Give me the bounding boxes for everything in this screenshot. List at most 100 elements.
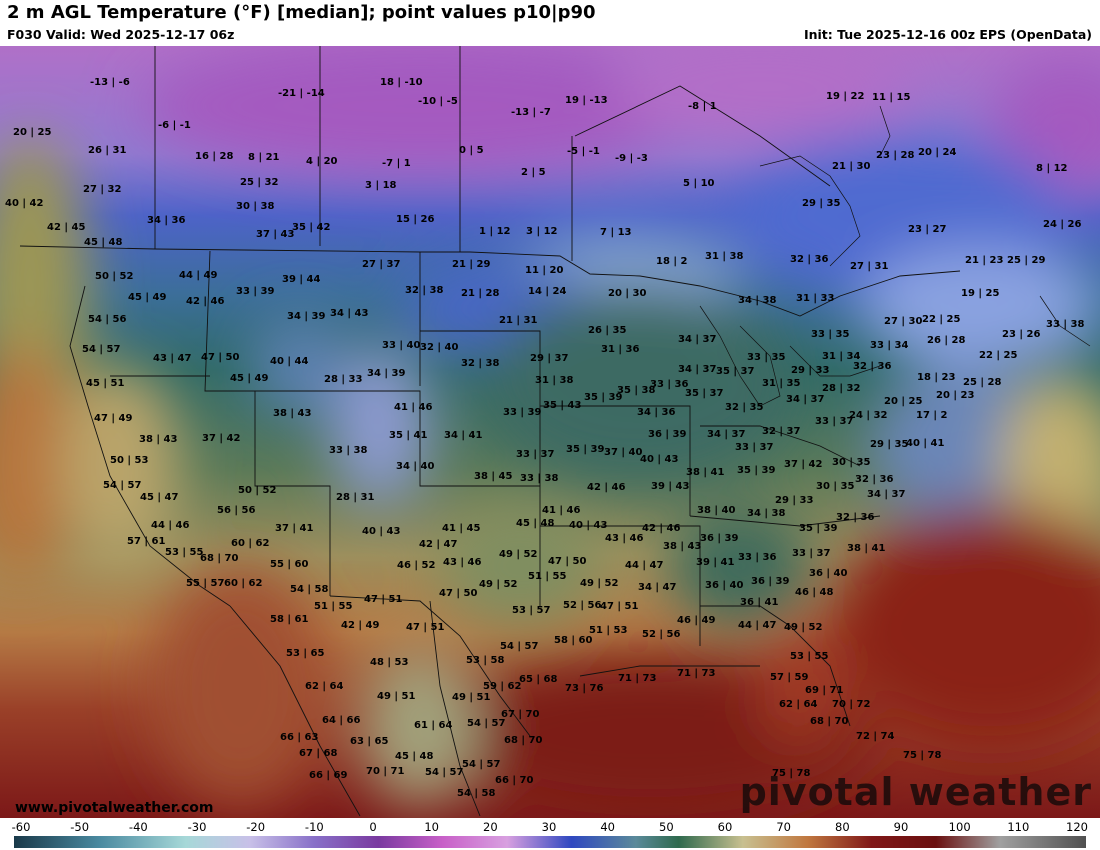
point-value: 27 | 32 (83, 184, 122, 195)
point-value: 34 | 37 (707, 429, 746, 440)
point-value: 27 | 30 (884, 316, 923, 327)
point-value: 51 | 55 (314, 601, 353, 612)
point-value: 34 | 39 (287, 311, 326, 322)
point-value: -9 | -3 (615, 153, 648, 164)
point-value: 21 | 30 (832, 161, 871, 172)
point-value: 37 | 42 (784, 459, 823, 470)
point-value: -13 | -7 (511, 107, 551, 118)
point-value: 49 | 51 (452, 692, 491, 703)
point-value: 4 | 20 (306, 156, 338, 167)
point-value: 46 | 48 (795, 587, 834, 598)
point-value: 31 | 38 (535, 375, 574, 386)
point-value: 18 | -10 (380, 77, 423, 88)
point-value: 24 | 26 (1043, 219, 1082, 230)
brand-logo: pivotal weather (739, 770, 1092, 814)
point-value: 19 | -13 (565, 95, 608, 106)
point-value: 22 | 25 (922, 314, 961, 325)
point-value: 33 | 38 (1046, 319, 1085, 330)
point-value: 44 | 47 (625, 560, 664, 571)
point-value: 45 | 47 (140, 492, 179, 503)
point-value: 60 | 62 (231, 538, 270, 549)
point-value: 31 | 34 (822, 351, 861, 362)
point-value: 70 | 71 (366, 766, 405, 777)
point-value: 23 | 28 (876, 150, 915, 161)
point-value: 32 | 36 (853, 361, 892, 372)
point-value: 22 | 25 (979, 350, 1018, 361)
point-value: 20 | 24 (918, 147, 957, 158)
point-value: -8 | 1 (688, 101, 717, 112)
point-value: 43 | 46 (605, 533, 644, 544)
point-value: 39 | 41 (696, 557, 735, 568)
point-value: 36 | 39 (648, 429, 687, 440)
point-value: 54 | 57 (82, 344, 121, 355)
point-value: 47 | 50 (201, 352, 240, 363)
point-value: 54 | 56 (88, 314, 127, 325)
point-value: 38 | 43 (663, 541, 702, 552)
valid-time: F030 Valid: Wed 2025-12-17 06z (7, 27, 235, 42)
point-value: 49 | 52 (499, 549, 538, 560)
point-value: -5 | -1 (567, 146, 600, 157)
point-value: 38 | 41 (686, 467, 725, 478)
point-value: 26 | 31 (88, 145, 127, 156)
point-value: 40 | 44 (270, 356, 309, 367)
colorbar-tick: 110 (1007, 820, 1030, 834)
point-value: 37 | 40 (604, 447, 643, 458)
point-value: 45 | 48 (395, 751, 434, 762)
point-value: 33 | 40 (382, 340, 421, 351)
point-value: 32 | 36 (836, 512, 875, 523)
temperature-map[interactable] (0, 46, 1100, 818)
point-value: 29 | 37 (530, 353, 569, 364)
point-value: 35 | 43 (543, 400, 582, 411)
point-value: 37 | 43 (256, 229, 295, 240)
point-value: 37 | 42 (202, 433, 241, 444)
point-value: 47 | 51 (600, 601, 639, 612)
point-value: 65 | 68 (519, 674, 558, 685)
point-value: 47 | 50 (439, 588, 478, 599)
point-value: 75 | 78 (903, 750, 942, 761)
colorbar: -60 -50 -40 -30 -20 -10 0 10 20 30 40 50 60 70 80 90 100… (0, 818, 1100, 850)
colorbar-tick: 100 (948, 820, 971, 834)
point-value: 33 | 37 (735, 442, 774, 453)
point-value: 24 | 32 (849, 410, 888, 421)
point-value: 46 | 52 (397, 560, 436, 571)
point-value: 75 | 78 (772, 768, 811, 779)
point-value: 69 | 71 (805, 685, 844, 696)
point-value: 34 | 43 (330, 308, 369, 319)
point-value: 42 | 46 (186, 296, 225, 307)
point-value: 2 | 5 (521, 167, 546, 178)
point-value: 54 | 57 (103, 480, 142, 491)
point-value: 49 | 52 (580, 578, 619, 589)
point-value: 15 | 26 (396, 214, 435, 225)
point-value: 35 | 37 (716, 366, 755, 377)
point-value: 49 | 52 (479, 579, 518, 590)
point-value: 48 | 53 (370, 657, 409, 668)
point-value: 44 | 47 (738, 620, 777, 631)
point-value: 51 | 53 (589, 625, 628, 636)
point-value: 11 | 20 (525, 265, 564, 276)
point-value: 38 | 43 (273, 408, 312, 419)
point-value: 57 | 61 (127, 536, 166, 547)
point-value: 54 | 57 (462, 759, 501, 770)
point-value: 71 | 73 (618, 673, 657, 684)
point-value: 27 | 31 (850, 261, 889, 272)
point-value: 35 | 39 (799, 523, 838, 534)
point-value: -13 | -6 (90, 77, 130, 88)
point-value: 33 | 36 (650, 379, 689, 390)
point-value: 18 | 2 (656, 256, 688, 267)
point-value: 68 | 70 (200, 553, 239, 564)
point-value: 32 | 37 (762, 426, 801, 437)
point-value: 50 | 53 (110, 455, 149, 466)
point-value: 45 | 48 (516, 518, 555, 529)
point-value: 66 | 63 (280, 732, 319, 743)
point-value: 1 | 12 (479, 226, 511, 237)
point-value: 55 | 60 (270, 559, 309, 570)
point-value: 34 | 47 (638, 582, 677, 593)
point-value: -10 | -5 (418, 96, 458, 107)
point-value: 35 | 42 (292, 222, 331, 233)
point-value: 34 | 37 (867, 489, 906, 500)
point-value: 71 | 73 (677, 668, 716, 679)
point-value: 45 | 48 (84, 237, 123, 248)
point-value: 31 | 33 (796, 293, 835, 304)
colorbar-tick: 70 (776, 820, 791, 834)
point-value: 35 | 39 (737, 465, 776, 476)
